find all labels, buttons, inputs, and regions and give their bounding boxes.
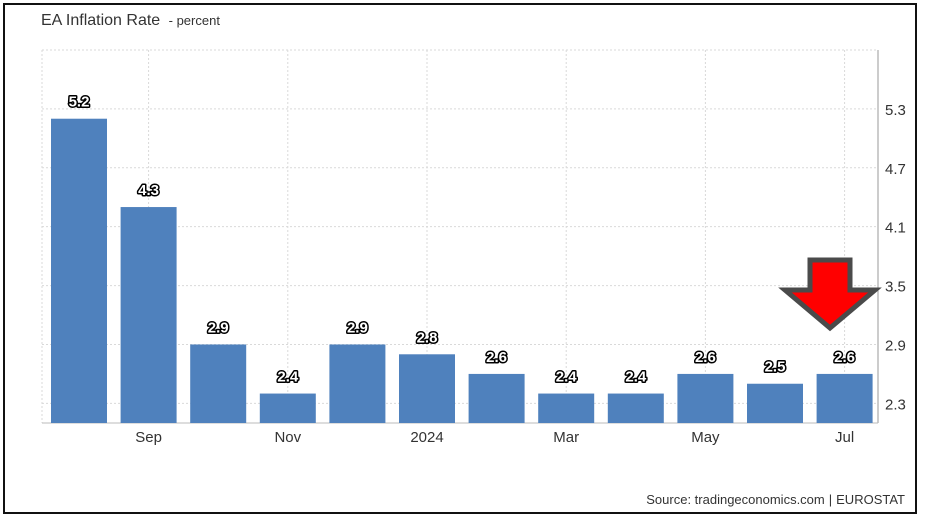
data-label: 2.5 <box>765 359 786 376</box>
data-label: 2.9 <box>347 319 368 336</box>
down-arrow-icon <box>778 257 882 332</box>
y-tick-label: 2.3 <box>885 396 906 413</box>
bar <box>329 344 386 423</box>
y-axis-ticks: 2.3 2.9 3.5 4.1 4.7 5.3 <box>885 102 906 413</box>
x-axis-ticks: Sep Nov 2024 Mar May Jul <box>135 429 854 446</box>
arrow-shape <box>778 257 882 332</box>
bar <box>538 393 595 423</box>
x-tick-label: Nov <box>274 429 301 446</box>
data-labels-group: 5.2 4.3 2.9 2.4 2.9 2.8 2.6 2.4 2.4 2.6 2.5 2.6 <box>67 92 856 387</box>
y-tick-label: 3.5 <box>885 279 906 296</box>
chart-title-text: EA Inflation Rate <box>41 12 161 29</box>
bar <box>468 373 525 423</box>
bars-group <box>51 118 873 424</box>
y-tick-label: 2.9 <box>885 337 906 354</box>
source-separator: | <box>828 492 833 507</box>
bar <box>816 373 873 423</box>
x-tick-label: Jul <box>835 429 854 446</box>
x-tick-label: May <box>691 429 720 446</box>
bar <box>120 207 177 423</box>
y-tick-label: 5.3 <box>885 102 906 119</box>
data-label: 2.9 <box>208 319 229 336</box>
data-label: 2.6 <box>486 349 507 366</box>
source-text: Source: tradingeconomics.com <box>646 492 825 507</box>
data-label: 2.6 <box>695 349 716 366</box>
data-label: 4.3 <box>138 182 159 199</box>
source-provider: EUROSTAT <box>836 492 905 507</box>
chart-subtitle: - percent <box>168 13 220 28</box>
data-label: 2.8 <box>417 329 438 346</box>
x-tick-label: 2024 <box>410 429 443 446</box>
bar <box>399 354 455 423</box>
data-label: 2.6 <box>834 349 855 366</box>
bar <box>747 383 803 423</box>
data-label: 2.4 <box>556 369 578 386</box>
source-caption: Source: tradingeconomics.com | EUROSTAT <box>646 492 905 507</box>
y-tick-label: 4.1 <box>885 220 906 237</box>
data-label: 2.4 <box>277 369 299 386</box>
x-tick-label: Sep <box>135 429 162 446</box>
grid-lines <box>41 49 879 424</box>
chart-title: EA Inflation Rate - percent <box>41 12 220 30</box>
bar <box>677 373 734 423</box>
bar <box>259 393 316 423</box>
bar <box>51 118 107 424</box>
bar <box>607 393 664 423</box>
data-label: 2.4 <box>625 369 647 386</box>
bar <box>190 344 247 423</box>
y-tick-label: 4.7 <box>885 161 906 178</box>
data-label: 5.2 <box>69 94 90 111</box>
x-tick-label: Mar <box>553 429 579 446</box>
